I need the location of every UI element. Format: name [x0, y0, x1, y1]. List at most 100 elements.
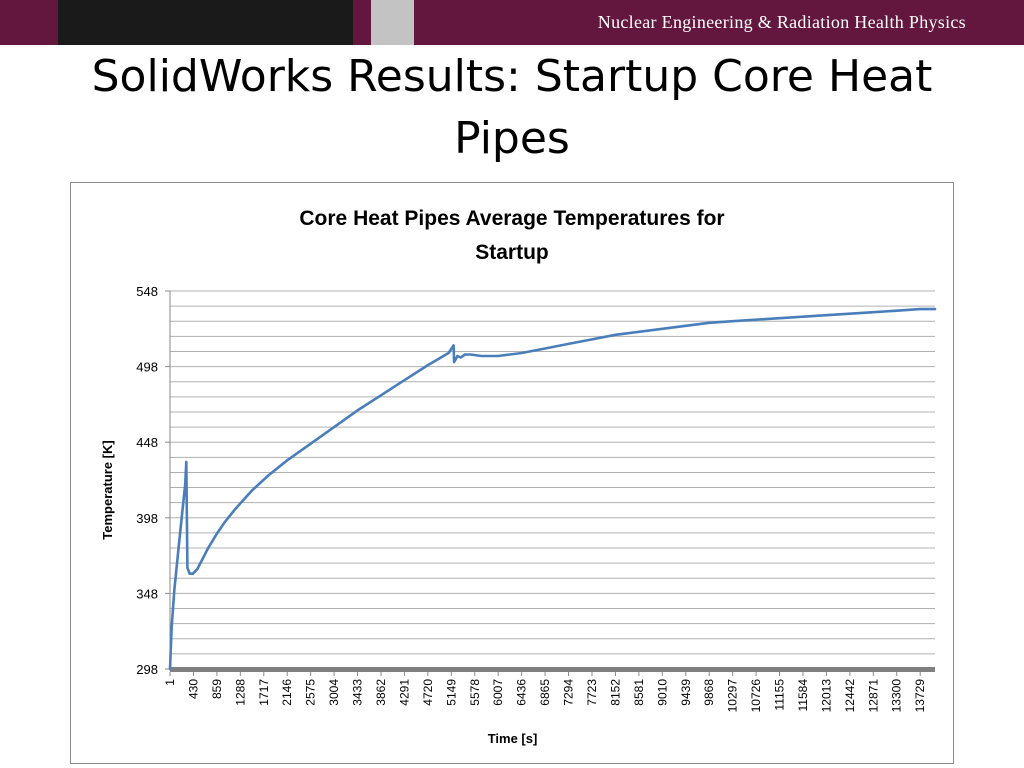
y-tick-label: 448: [136, 435, 158, 450]
x-tick-label: 9439: [679, 679, 693, 706]
data-point: [591, 338, 593, 341]
data-point: [480, 355, 483, 357]
x-tick-label: 3004: [327, 679, 341, 706]
chart-title-line-2: Startup: [475, 241, 549, 264]
data-point: [286, 459, 289, 462]
header-banner: Nuclear Engineering & Radiation Health P…: [0, 0, 1024, 45]
data-point: [177, 551, 179, 554]
data-point: [251, 489, 253, 492]
x-axis-label: Time [s]: [488, 731, 538, 746]
data-point: [684, 324, 687, 327]
data-point: [380, 394, 382, 397]
data-point: [464, 353, 466, 356]
data-point: [895, 309, 898, 312]
x-tick-label: 4291: [397, 679, 411, 706]
data-point: [309, 442, 312, 445]
x-tick-label: 6007: [491, 679, 505, 706]
x-tick-label: 1288: [233, 679, 247, 706]
data-point: [469, 353, 472, 356]
data-point: [544, 347, 546, 350]
data-point: [708, 321, 710, 324]
x-tick-label: 12013: [819, 679, 833, 713]
x-tick-label: 8152: [608, 679, 622, 706]
organization-name: Nuclear Engineering & Radiation Health P…: [597, 12, 966, 32]
data-point: [185, 461, 188, 463]
data-point: [215, 533, 218, 536]
data-point: [192, 572, 194, 575]
data-point: [614, 334, 617, 336]
x-tick-label: 7723: [585, 679, 599, 706]
data-point: [173, 589, 176, 592]
chart-title: Core Heat Pipes Average Temperatures for: [299, 207, 724, 230]
x-tick-label: 8581: [632, 679, 646, 706]
data-point: [184, 483, 187, 486]
banner-dark-block: [58, 0, 353, 45]
x-tick-label: 1: [163, 679, 177, 686]
data-point: [802, 315, 804, 318]
data-point: [934, 308, 936, 310]
x-tick-label: 3862: [374, 679, 388, 706]
data-point: [201, 557, 204, 560]
y-tick-label: 298: [136, 662, 158, 677]
data-point: [170, 627, 173, 629]
x-tick-label: 11584: [796, 679, 810, 712]
data-point: [849, 312, 851, 315]
x-tick-label: 10726: [749, 679, 763, 713]
x-tick-label: 7294: [562, 679, 576, 706]
data-point: [223, 521, 226, 524]
data-point: [453, 361, 455, 363]
data-point: [169, 668, 171, 670]
data-point: [196, 568, 199, 571]
data-point: [520, 352, 523, 354]
data-point: [356, 409, 359, 412]
x-tick-label: 4720: [421, 679, 435, 706]
x-tick-label: 2146: [280, 679, 294, 706]
temperature-chart: Core Heat Pipes Average Temperatures for…: [100, 207, 937, 746]
data-point: [872, 311, 875, 313]
data-point: [459, 356, 462, 359]
data-point: [919, 308, 921, 310]
y-tick-label: 398: [136, 511, 158, 526]
y-axis-label: Temperature [K]: [100, 440, 115, 539]
x-tick-label: 10297: [726, 679, 740, 713]
data-point: [403, 379, 406, 382]
data-point: [181, 513, 183, 516]
y-tick-label: 348: [136, 586, 158, 601]
x-tick-label: 1717: [257, 679, 271, 706]
x-tick-label: 5149: [444, 679, 458, 706]
data-point: [186, 566, 189, 569]
data-point: [661, 328, 664, 330]
x-tick-label: 6865: [538, 679, 552, 706]
data-point: [825, 314, 828, 316]
data-point: [755, 318, 757, 321]
data-point: [778, 317, 781, 320]
data-point: [447, 352, 450, 354]
x-tick-label: 3433: [351, 679, 365, 706]
x-tick-label: 13300: [890, 679, 904, 713]
data-point: [207, 547, 209, 549]
data-point: [497, 355, 500, 357]
data-point: [638, 331, 640, 333]
data-point: [427, 364, 429, 366]
series-line: [168, 307, 937, 671]
x-axis-line: [170, 667, 935, 672]
x-tick-label: 12442: [843, 679, 857, 713]
x-tick-label: 6436: [515, 679, 529, 706]
data-point: [267, 474, 270, 477]
x-tick-label: 5578: [468, 679, 482, 706]
data-point: [333, 426, 335, 428]
data-point: [456, 355, 459, 357]
y-tick-label: 548: [136, 284, 158, 299]
x-tick-label: 2575: [304, 679, 318, 706]
chart-frame: Core Heat Pipes Average Temperatures for…: [70, 182, 954, 764]
x-tick-label: 12871: [866, 679, 880, 713]
data-point: [731, 320, 734, 323]
y-tick-label: 498: [136, 360, 158, 375]
x-tick-label: 859: [210, 679, 224, 699]
slide-title: SolidWorks Results: Startup Core Heat Pi…: [91, 51, 933, 164]
data-point: [567, 343, 570, 345]
x-tick-label: 13729: [913, 679, 927, 713]
data-point: [234, 507, 237, 510]
banner-gray-block: [371, 0, 414, 45]
